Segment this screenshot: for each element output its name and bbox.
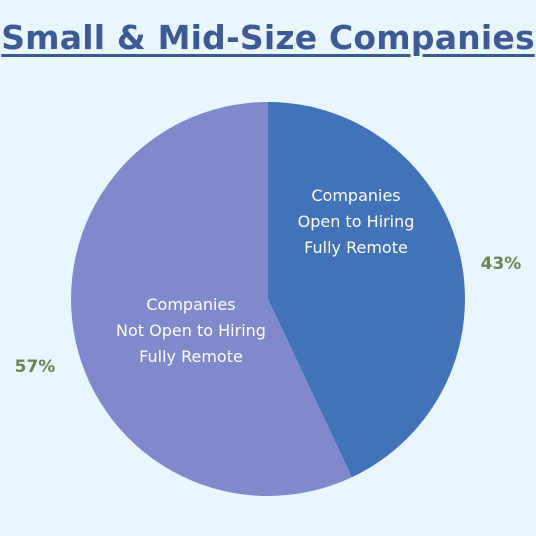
slice-label-1: Companies Open to Hiring Fully Remote [298,186,415,257]
percent-label-2: 57% [15,357,56,377]
slice-label-line: Not Open to Hiring [116,321,266,340]
pie-slice-1 [268,102,465,478]
slice-label-line: Companies [146,295,235,314]
slice-label-line: Fully Remote [304,238,408,257]
slice-label-line: Companies [311,186,400,205]
pie-slice-2 [70,102,352,497]
chart-title: Small & Mid-Size Companies [1,18,535,57]
slice-label-2: Companies Not Open to Hiring Fully Remote [116,295,266,366]
slice-label-line: Fully Remote [139,347,243,366]
slice-label-line: Open to Hiring [298,212,415,231]
percent-label-1: 43% [481,254,522,274]
